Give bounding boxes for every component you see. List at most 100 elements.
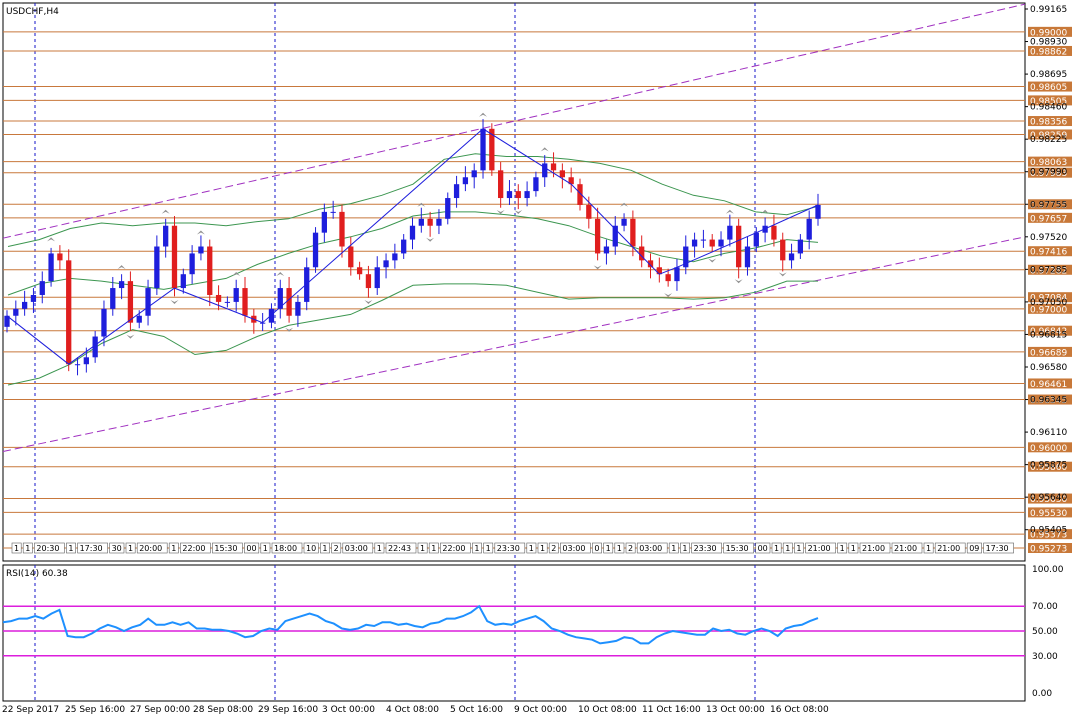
event-label: 1 <box>926 544 931 553</box>
event-label-box <box>417 542 428 554</box>
fractal-up-icon <box>725 209 734 214</box>
candle-bear <box>709 239 715 247</box>
candle-bear <box>656 267 662 275</box>
candle-bear <box>515 191 521 199</box>
y-tick-label: 0.98460 <box>1030 103 1067 113</box>
event-label-box <box>983 542 1014 554</box>
candle-bull <box>480 128 486 171</box>
candle-bear <box>339 211 345 247</box>
fractal-down-icon <box>364 300 373 305</box>
event-label-box <box>805 542 836 554</box>
candle-bear <box>498 170 504 199</box>
price-level-label: 0.97000 <box>1030 305 1067 315</box>
fractal-up-icon <box>161 209 170 214</box>
event-label-box <box>755 542 771 554</box>
price-level-label: 0.97282 <box>1030 266 1067 276</box>
price-level-tag <box>1028 493 1072 504</box>
price-level-tag <box>1028 95 1072 106</box>
event-label-box <box>331 542 342 554</box>
candle-bull <box>788 253 795 261</box>
candle-bear <box>594 218 601 254</box>
bollinger-lower <box>7 280 818 386</box>
event-label: 1 <box>840 544 845 553</box>
event-label: 1 <box>377 544 382 553</box>
event-label-box <box>603 542 614 554</box>
event-label-box <box>440 542 471 554</box>
candle-bull <box>118 281 125 289</box>
candle-bull <box>674 267 680 282</box>
event-label: 03:00 <box>562 544 585 553</box>
candle-bear <box>568 177 574 185</box>
candle-bull <box>198 246 204 254</box>
price-level-tag <box>1028 303 1072 314</box>
candle-bear <box>286 288 292 316</box>
channel-upper-line <box>2 3 1026 239</box>
price-level-label: 0.97084 <box>1030 294 1067 304</box>
price-level-tag <box>1028 325 1072 336</box>
fractal-down-icon <box>664 293 673 298</box>
event-label-box <box>342 542 374 554</box>
event-label: 03:00 <box>639 544 662 553</box>
candle-bull <box>542 163 548 178</box>
candle-bull <box>136 315 142 323</box>
price-level-label: 0.99000 <box>1030 28 1067 38</box>
fractal-down-icon <box>778 272 787 277</box>
event-label: 23:30 <box>497 544 520 553</box>
event-label: 1 <box>68 544 73 553</box>
event-label: 1 <box>540 544 545 553</box>
event-label: 1 <box>263 544 268 553</box>
fractal-down-icon <box>426 237 435 242</box>
event-label: 1 <box>171 544 176 553</box>
candle-bear <box>215 294 222 302</box>
event-label: 2 <box>334 544 339 553</box>
event-label: 22:43 <box>388 544 411 553</box>
fractal-up-icon <box>232 272 241 277</box>
candle-bull <box>224 301 231 303</box>
y-tick-label: 0.96580 <box>1030 363 1067 373</box>
candle-bull <box>295 301 301 316</box>
candle-bull <box>753 232 759 247</box>
event-label: 2 <box>551 544 556 553</box>
price-level-label: 0.98505 <box>1030 97 1067 107</box>
y-tick-label: 0.96345 <box>1030 396 1067 406</box>
candle-bull <box>727 225 733 240</box>
x-tick-label: 13 Oct 00:00 <box>706 705 765 715</box>
event-label-box <box>723 542 754 554</box>
candle-bull <box>21 301 28 309</box>
y-tick-label: 0.95875 <box>1030 461 1067 471</box>
candle-bull <box>806 218 812 240</box>
fractal-up-icon <box>417 202 426 207</box>
event-label: 1 <box>431 544 436 553</box>
fractal-up-icon <box>761 209 770 214</box>
fractal-up-icon <box>117 265 126 270</box>
price-level-label: 0.95373 <box>1030 531 1067 541</box>
event-label: 22:00 <box>442 544 465 553</box>
x-tick-label: 25 Sep 16:00 <box>65 705 125 715</box>
candle-bull <box>13 308 19 316</box>
candle-bull <box>83 357 89 365</box>
price-level-label: 0.95273 <box>1030 545 1067 555</box>
price-level-tag <box>1028 394 1072 405</box>
event-label-box <box>168 542 179 554</box>
event-label-box <box>483 542 494 554</box>
rsi-y-tick-label: 30.00 <box>1032 652 1058 662</box>
bollinger-middle <box>7 211 819 296</box>
price-level-tag <box>1028 507 1072 518</box>
candle-bull <box>603 246 610 254</box>
rsi-title: RSI(14) 60.38 <box>6 569 68 579</box>
channel-lower-line <box>2 236 1026 452</box>
fractal-down-icon <box>285 327 294 332</box>
price-level-label: 0.95860 <box>1030 463 1067 473</box>
candle-bull <box>233 288 239 302</box>
candle-bear <box>127 281 134 323</box>
candle-bear <box>780 239 786 261</box>
event-label: 00 <box>246 544 256 553</box>
y-tick-label: 0.95405 <box>1030 526 1067 536</box>
event-label: 09 <box>969 544 979 553</box>
event-label-box <box>837 542 848 554</box>
rsi-y-tick-label: 0.00 <box>1032 689 1052 699</box>
event-label: 1 <box>474 544 479 553</box>
fractal-down-icon <box>514 210 523 215</box>
event-label-box <box>11 542 22 554</box>
price-level-tag <box>1028 199 1072 210</box>
